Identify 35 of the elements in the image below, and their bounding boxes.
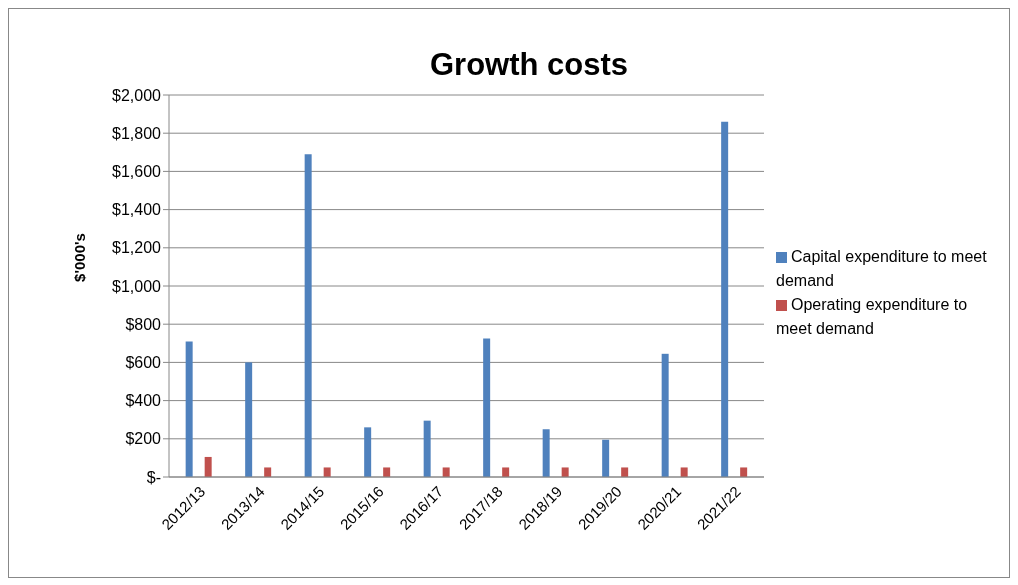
y-tick-label: $800 xyxy=(125,315,162,333)
bar xyxy=(185,341,193,477)
y-tick-label: $2,000 xyxy=(112,86,162,104)
bar xyxy=(502,467,510,477)
chart-title: Growth costs xyxy=(428,47,630,83)
y-tick-label: $1,000 xyxy=(112,277,162,295)
bar xyxy=(740,467,748,477)
bar xyxy=(204,456,212,477)
legend-label: Operating expenditure to meet demand xyxy=(776,296,968,337)
legend-label: Capital expenditure to meet demand xyxy=(776,248,987,289)
bar xyxy=(721,121,729,477)
y-tick-label: $600 xyxy=(125,354,162,372)
y-tick-label: $1,400 xyxy=(112,201,162,219)
bar xyxy=(680,467,688,477)
bar xyxy=(621,467,629,477)
bar xyxy=(423,420,431,477)
bar xyxy=(483,338,491,477)
y-tick-label: $- xyxy=(146,468,161,486)
bar xyxy=(442,467,450,477)
bar xyxy=(561,467,569,477)
bar xyxy=(602,439,610,477)
y-tick-label: $200 xyxy=(125,430,162,448)
bar xyxy=(304,154,312,477)
bar xyxy=(661,353,669,477)
y-tick-label: $1,200 xyxy=(112,239,162,257)
bar xyxy=(264,467,272,477)
bar xyxy=(323,467,331,477)
bar xyxy=(383,467,391,477)
bar xyxy=(542,429,550,477)
y-axis-title: $'000's xyxy=(70,232,88,284)
y-tick-label: $400 xyxy=(125,392,162,410)
bar xyxy=(364,427,372,477)
y-tick-label: $1,600 xyxy=(112,163,162,181)
bar xyxy=(245,362,253,477)
y-tick-label: $1,800 xyxy=(112,124,162,142)
